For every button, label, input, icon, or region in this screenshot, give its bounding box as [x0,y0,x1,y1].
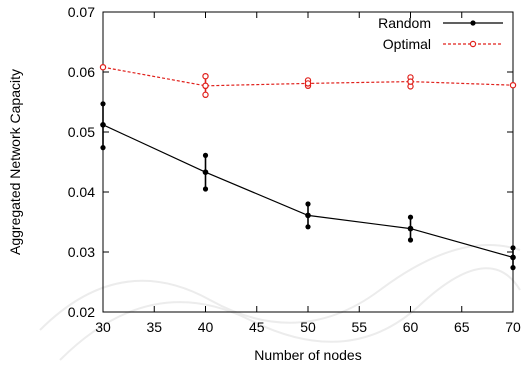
data-point-random [202,169,209,175]
sample-point-optimal [202,72,209,80]
x-axis: 30 35 40 45 50 55 60 65 70 [95,12,521,335]
sample-point-random [407,214,414,220]
data-point-random [100,122,106,128]
series-random [100,101,516,271]
sample-point-random [510,265,516,271]
series-optimal [99,63,517,99]
y-tick-label: 0.02 [68,304,95,320]
x-tick-label: 40 [198,319,214,335]
series-layer [99,63,517,271]
watermark [39,244,521,361]
sample-point-random [305,201,311,207]
legend-marker-random [470,20,476,26]
sample-point-random [305,224,311,230]
x-tick-label: 35 [146,319,162,335]
sample-point-optimal [202,91,209,99]
x-tick-label: 50 [300,319,316,335]
data-point-optimal [202,82,209,90]
data-point-optimal [509,81,517,89]
sample-point-random [510,245,516,251]
sample-point-random [202,152,209,158]
sample-point-random [407,237,414,243]
sample-point-random [100,101,106,107]
x-tick-label: 70 [505,319,521,335]
y-tick-label: 0.07 [68,4,95,20]
legend-label-optimal: Optimal [383,36,431,52]
y-axis: 0.02 0.03 0.04 0.05 0.06 0.07 [68,4,513,320]
plot-area [102,11,514,313]
y-tick-label: 0.03 [68,244,95,260]
x-tick-label: 30 [95,319,111,335]
sample-point-random [100,145,106,151]
sample-point-random [202,186,209,192]
data-point-random [407,225,414,232]
data-point-optimal [407,78,414,85]
series-line-random [102,124,514,258]
y-tick-label: 0.06 [68,64,95,80]
x-tick-label: 45 [249,319,265,335]
y-tick-label: 0.04 [68,184,95,200]
y-tick-label: 0.05 [68,124,95,140]
x-tick-label: 60 [403,319,419,335]
y-axis-title: Aggregated Network Capacity [7,69,23,255]
legend: Random Optimal [378,15,503,52]
data-point-random [510,254,516,261]
x-axis-title: Number of nodes [254,347,361,363]
legend-marker-optimal [469,40,477,48]
data-point-random [305,212,311,219]
x-tick-label: 65 [454,319,470,335]
data-point-optimal [304,80,312,87]
data-point-optimal [99,63,107,71]
legend-label-random: Random [378,15,431,31]
x-tick-label: 55 [351,319,367,335]
